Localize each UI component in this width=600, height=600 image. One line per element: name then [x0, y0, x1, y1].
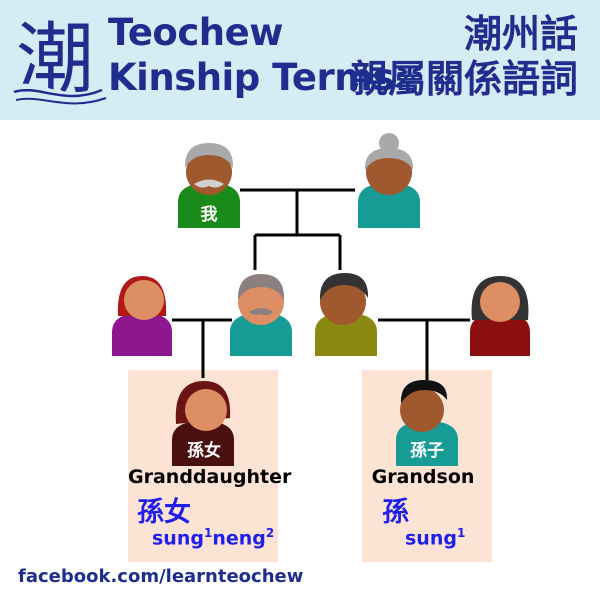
- grandson-label: 孫子: [410, 440, 444, 461]
- granddaughter-english: Granddaughter: [128, 466, 292, 488]
- grandson-chinese: 孫: [382, 497, 409, 528]
- person-granddaughter: 孫女: [172, 381, 234, 466]
- granddaughter-romanization: sung1neng2: [152, 526, 274, 549]
- person-grandmother: [358, 133, 420, 228]
- granddaughter-syllable-1: sung: [152, 527, 204, 550]
- tree-lines: [172, 188, 470, 380]
- granddaughter-syllable-2: neng: [212, 527, 266, 550]
- granddaughter-tone-2: 2: [265, 526, 275, 540]
- person-mother-right: [470, 276, 530, 356]
- teochew-logo: 潮: [12, 15, 107, 105]
- person-father-right: [315, 273, 377, 356]
- chinese-title-line1: 潮州話: [463, 12, 578, 56]
- chinese-title-line2: 親屬關係語詞: [349, 57, 578, 101]
- chinese-title: 潮州話 親屬關係語詞: [350, 12, 578, 102]
- person-father-left: [230, 274, 292, 356]
- header-banner: 潮 Teochew Kinship Terms 潮州話 親屬關係語詞: [0, 0, 600, 120]
- person-grandson: 孫子: [396, 380, 458, 466]
- grandson-romanization: sung1: [405, 526, 465, 549]
- granddaughter-label: 孫女: [187, 440, 221, 461]
- facebook-footer-link[interactable]: facebook.com/learnteochew: [18, 566, 304, 587]
- grandson-syllable-1: sung: [405, 527, 457, 550]
- grandson-tone-1: 1: [456, 526, 466, 540]
- person-self-grandfather: 我: [178, 143, 240, 228]
- logo-wave-line-icon: [15, 97, 107, 105]
- grandson-english: Grandson: [371, 466, 475, 488]
- english-title-line1: Teochew: [108, 11, 283, 54]
- logo-wave-line-icon: [13, 88, 103, 98]
- english-title-line2: Kinship Terms: [108, 56, 394, 99]
- person-mother-left: [112, 276, 172, 356]
- granddaughter-tone-1: 1: [203, 526, 213, 540]
- granddaughter-chinese: 孫女: [137, 497, 191, 528]
- self-label: 我: [201, 205, 218, 225]
- english-title: Teochew Kinship Terms: [108, 10, 394, 100]
